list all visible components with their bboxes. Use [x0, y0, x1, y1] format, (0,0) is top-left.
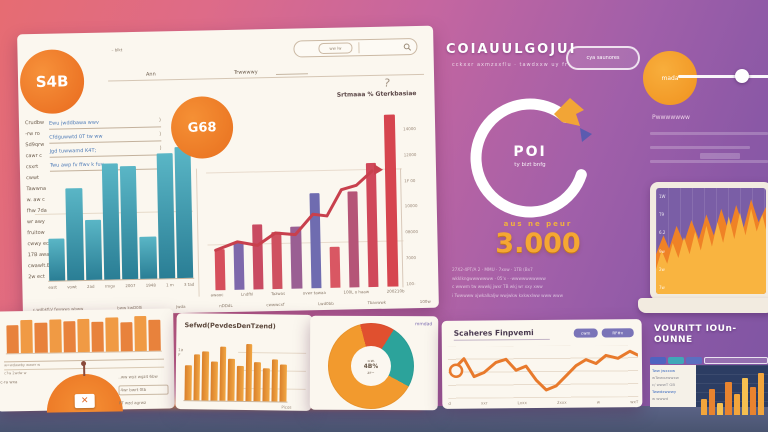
hero-cta-button[interactable]: cya saunores — [566, 46, 640, 70]
filter-pill-2[interactable]: RF#x — [601, 328, 634, 338]
x-axis-labels: d xxr Lxxx 2xxx w wxT — [448, 399, 639, 406]
mini-bar-strip — [5, 315, 162, 355]
slider-track[interactable] — [678, 75, 768, 78]
placeholder-row — [650, 160, 768, 163]
donut-center-label: =w. 4B% zr~ — [350, 345, 392, 387]
divider — [195, 168, 200, 297]
mini-window-body: Tww jwxxxw wTwwxzwwxw c/ wwwT GB Twwdxwwwy w… — [650, 365, 768, 415]
search-icon[interactable] — [403, 43, 412, 51]
big-stat-value: 3.000 — [495, 228, 581, 259]
nav-item-1[interactable]: Ann — [145, 71, 156, 78]
placeholder-row — [650, 146, 750, 149]
mini-card-bars: Sefwd(PevdesDenTzend) 1a F Picos — [175, 313, 313, 411]
filter-pill-1[interactable]: cwm — [573, 328, 598, 338]
laptop-area-chart: 1W T9 6.2 9w 2w 7w — [656, 188, 766, 294]
mini-tab-2[interactable] — [668, 356, 684, 364]
widget-badge-text: mada — [661, 74, 679, 82]
bottom-bar — [0, 406, 768, 432]
wavy-line-chart — [447, 345, 639, 399]
y-axis-labels: 1a F — [178, 347, 184, 358]
gauge-right-labels: ..ww wyz wgz4 6bw 4wr bwrt 0tb PT wzd agrw… — [118, 371, 169, 410]
hero-title: COIAUULGOJUI — [446, 42, 577, 57]
trend-line-overlay — [207, 114, 403, 290]
mini-card-gauge: w=wdwwby wwwr w c7w 2wdw w ✕ c-ra wxa ..… — [0, 308, 175, 413]
laptop-y-labels: 1W T9 6.2 9w 2w 7w — [659, 194, 666, 290]
mini-app-window: Tww jwxxxw wTwwxzwwxw c/ wwwT GB Twwdxwwwy w… — [650, 356, 768, 415]
mini-chart-panel — [696, 365, 768, 415]
mini-tab-bar — [650, 356, 768, 364]
mini-tab-1[interactable] — [650, 356, 666, 364]
logo-badge: S4B — [19, 49, 85, 115]
search-filter-chip[interactable]: ww lw — [318, 42, 353, 55]
mini-card-donut: =w. 4B% zr~ mmdad — [309, 315, 439, 411]
hero-subtitle: cckxxr axmzxxflu · tawdxxw uy fr — [452, 62, 568, 68]
orange-bar-chart — [183, 343, 289, 403]
gauge-icon: ✕ — [74, 393, 95, 409]
nav-item-2[interactable]: Trwwwwy — [233, 69, 258, 76]
gauge-left-label: c-ra wxa — [0, 379, 18, 385]
ring-subtext: ty bizt bnfg — [514, 162, 546, 168]
fine-print: 27X2-4PT/A 2 · MMU · 7xxw · 1TB (Bx7 wkkl… — [452, 267, 564, 298]
gauge-pin — [83, 363, 86, 377]
teal-bar-chart — [45, 146, 195, 282]
laptop-mockup: 1W T9 6.2 9w 2w 7w — [638, 182, 768, 322]
card-title: Sefwd(PevdesDenTzend) — [184, 321, 276, 331]
card-corner-label: mmdad — [414, 322, 433, 328]
search-caption: – blkt — [111, 47, 123, 53]
nav-dash — [275, 73, 308, 75]
mini-bar-chart — [700, 373, 765, 415]
laptop-base — [638, 298, 768, 313]
promo-panel: VOURITT IOUn-OUNNE Tww jwxxxw wTwwxzwwxw c… — [648, 312, 768, 415]
ring-value: POI — [513, 144, 547, 160]
area-series-front — [656, 188, 766, 294]
main-dashboard-card: S4B – blkt ww lw Ann Trwwwwy ? Crudbw -rw… — [17, 25, 439, 317]
placeholder-row — [650, 132, 768, 135]
divider — [358, 42, 360, 54]
help-icon[interactable]: ? — [383, 76, 391, 90]
y-axis-labels: 14000 12000 1F 00 10000 08000 7000 100- — [403, 126, 419, 287]
progress-ring: POI ty bizt bnfg O₁ — [458, 92, 602, 228]
axis-note: Picos — [281, 404, 292, 410]
mini-card-line: Scaheres Finpvemi cwm RF#x d xxr Lxxx 2xxx w… — [441, 319, 643, 409]
logo-text: S4B — [35, 72, 69, 92]
widget-panel-label: Pwwwwwww — [652, 114, 690, 121]
placeholder-chip — [700, 153, 740, 159]
slider-handle[interactable] — [735, 69, 749, 83]
chart-title: Srtmaaa % Gterkbasiae — [336, 90, 417, 99]
card-title: Scaheres Finpvemi — [453, 328, 534, 338]
promo-title: VOURITT IOUn-OUNNE — [654, 324, 737, 345]
mini-search-box[interactable] — [704, 356, 768, 364]
big-stat-label: aus ne peur — [503, 220, 573, 228]
widget-badge: mada — [643, 51, 697, 105]
title-underline — [453, 338, 550, 341]
ring-svg — [470, 98, 592, 218]
mini-text-panel: Tww jwxxxw wTwwxzwwxw c/ wwwT GB Twwdxwwwy w… — [650, 365, 696, 407]
star-ornament-icon — [554, 98, 592, 142]
search-input[interactable]: ww lw — [293, 38, 418, 58]
laptop-screen: 1W T9 6.2 9w 2w 7w — [650, 182, 768, 300]
mini-tab-3[interactable] — [686, 356, 702, 364]
